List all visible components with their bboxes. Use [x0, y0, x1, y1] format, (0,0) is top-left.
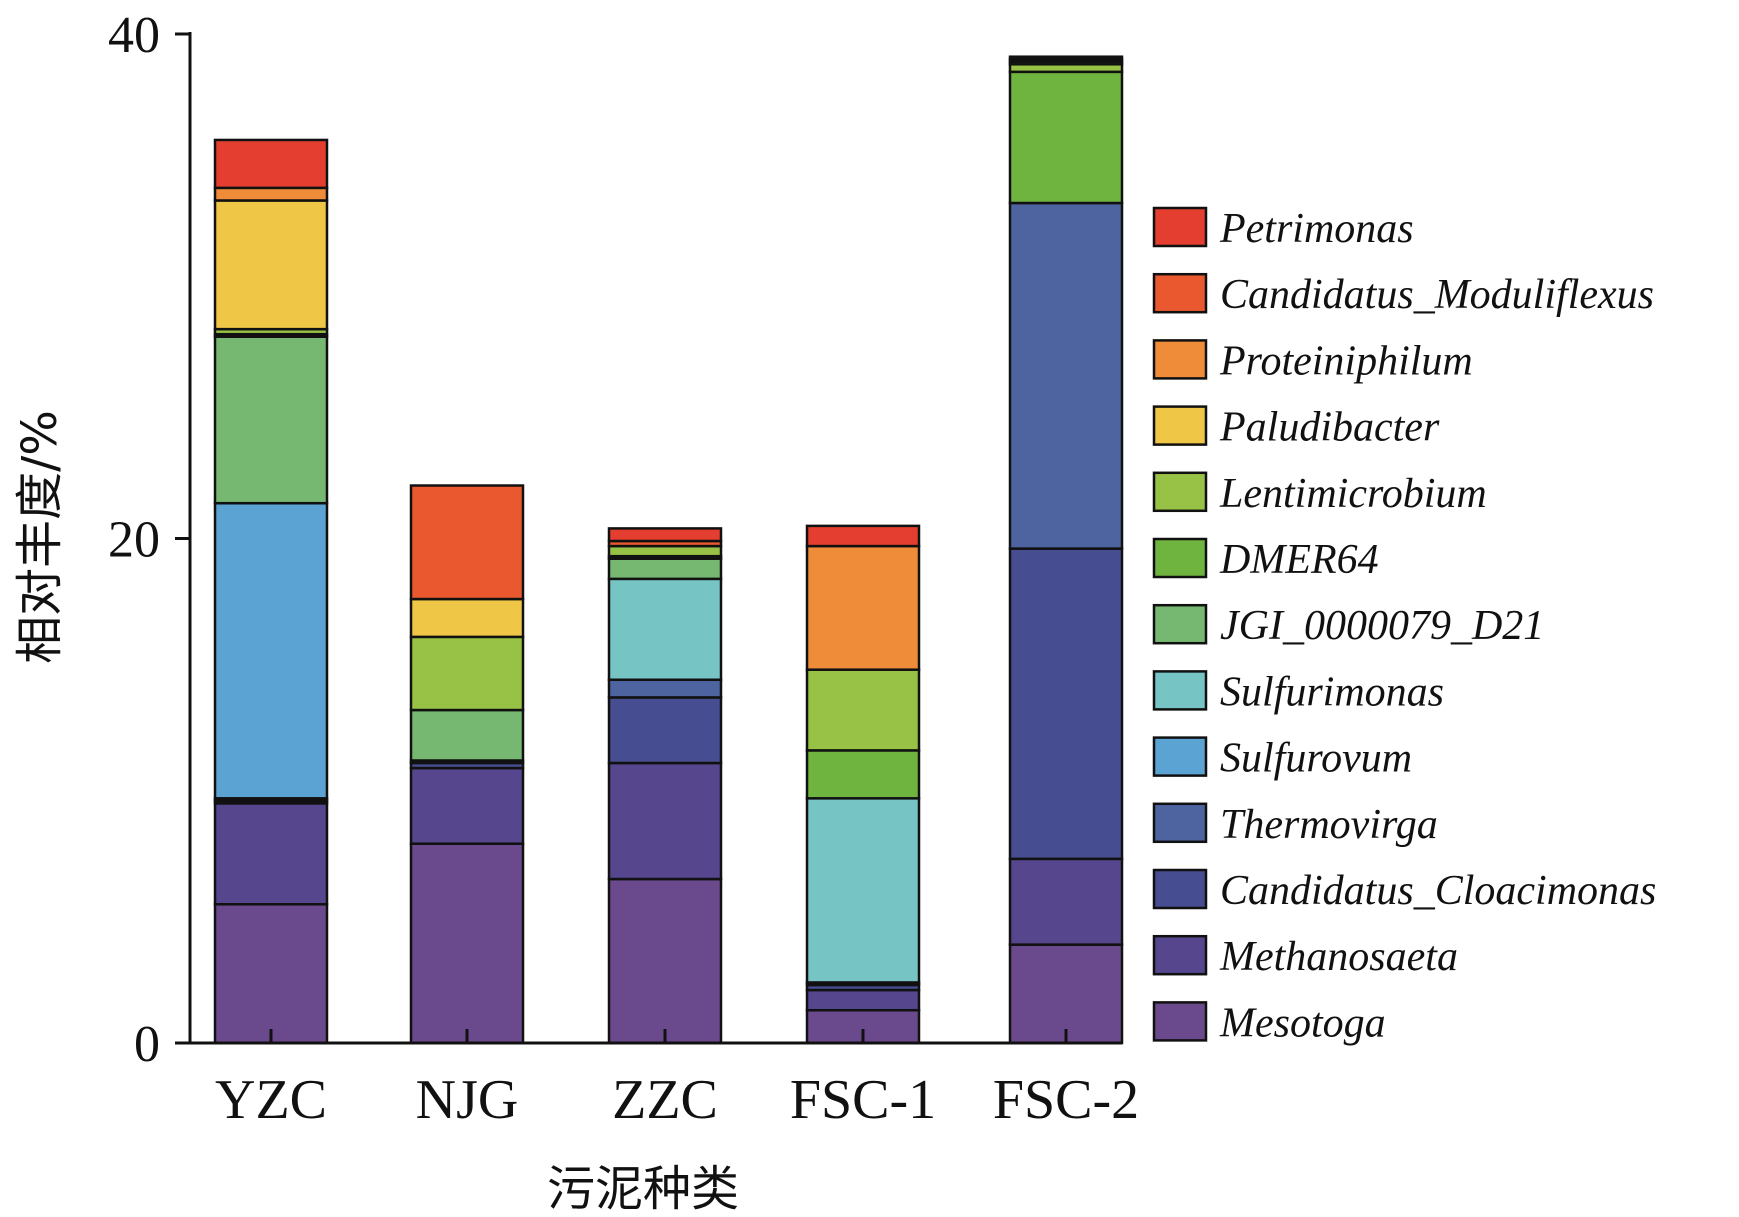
bar-segment-jgi-0000079-d21-yzc	[213, 335, 329, 505]
legend-label: Petrimonas	[1219, 206, 1414, 252]
y-tick-label: 0	[134, 1016, 160, 1073]
bar-segment-paludibacter-yzc	[213, 199, 329, 331]
legend-swatch	[1152, 736, 1208, 777]
bar-segment-paludibacter-njg	[409, 597, 525, 639]
bar-segment-mesotoga-njg	[409, 842, 525, 1045]
y-tick-label: 20	[108, 512, 160, 569]
bar-segment-sulfurimonas-zzc	[607, 577, 723, 682]
legend-label: Candidatus_Cloacimonas	[1220, 868, 1656, 914]
legend-label: Lentimicrobium	[1219, 471, 1487, 517]
bar-segment-proteiniphilum-fsc-1	[805, 544, 921, 671]
legend-label: Thermovirga	[1220, 802, 1438, 848]
bar-segment-mesotoga-yzc	[213, 903, 329, 1045]
legend-label: Sulfurimonas	[1220, 669, 1444, 715]
bar-segment-jgi-0000079-d21-zzc	[607, 557, 723, 581]
legend-swatch	[1152, 1001, 1208, 1042]
legend: Petrimonas Candidatus_Moduliflexus Protein…	[1152, 206, 1656, 1046]
legend-label: Proteiniphilum	[1219, 338, 1473, 384]
bar-segment-candidatus-cloacimonas-fsc-2	[1008, 547, 1124, 861]
legend-swatch	[1152, 802, 1208, 844]
legend-label: Candidatus_Moduliflexus	[1220, 272, 1654, 318]
legend-label: Paludibacter	[1219, 405, 1440, 451]
x-tick-label: ZZC	[612, 1069, 718, 1131]
bar-segment-petrimonas-zzc	[607, 527, 723, 543]
legend-label: Mesotoga	[1219, 1000, 1386, 1046]
bar-segment-lentimicrobium-zzc	[607, 544, 723, 558]
bar-segment-lentimicrobium-fsc-1	[805, 668, 921, 752]
bar-segment-sulfurovum-yzc	[213, 501, 329, 800]
bar-segment-methanosaeta-fsc-1	[805, 988, 921, 1012]
legend-label: JGI_0000079_D21	[1220, 603, 1544, 649]
bar-segment-mesotoga-fsc-2	[1008, 943, 1124, 1045]
y-tick-label: 40	[108, 7, 160, 64]
legend-swatch	[1152, 868, 1208, 910]
legend-label: Sulfurovum	[1220, 736, 1412, 782]
legend-swatch	[1152, 603, 1208, 645]
bar-segment-candidatus-moduliflexus-njg	[409, 484, 525, 601]
x-axis-title: 污泥种类	[547, 1161, 739, 1217]
bar-segment-candidatus-cloacimonas-zzc	[607, 696, 723, 765]
bar-segment-petrimonas-yzc	[213, 138, 329, 190]
legend-label: DMER64	[1219, 537, 1379, 583]
y-axis-title: 相对丰度/%	[12, 410, 68, 664]
bar-segment-dmer64-fsc-1	[805, 749, 921, 800]
legend-swatch	[1152, 339, 1208, 380]
x-tick-label: FSC-1	[790, 1069, 936, 1131]
legend-swatch	[1152, 272, 1208, 314]
bar-segment-thermovirga-zzc	[607, 678, 723, 699]
bar-segment-methanosaeta-zzc	[607, 761, 723, 881]
bar-segment-methanosaeta-yzc	[213, 802, 329, 906]
legend-swatch	[1152, 670, 1208, 711]
bar-segment-mesotoga-zzc	[607, 877, 723, 1045]
legend-swatch	[1152, 471, 1208, 513]
x-tick-label: NJG	[416, 1069, 519, 1131]
bar-segment-methanosaeta-fsc-2	[1008, 857, 1124, 946]
bar-segment-dmer64-fsc-2	[1008, 70, 1124, 205]
bar-segment-lentimicrobium-njg	[409, 635, 525, 712]
bar-segment-petrimonas-fsc-1	[805, 524, 921, 548]
x-tick-label: FSC-2	[993, 1069, 1139, 1131]
x-tick-labels: YZC NJG ZZC FSC-1 FSC-2	[215, 1069, 1139, 1131]
bar-segment-sulfurimonas-fsc-1	[805, 797, 921, 984]
x-tick-label: YZC	[215, 1069, 327, 1131]
bar-segment-proteiniphilum-yzc	[213, 186, 329, 202]
bar-segment-thermovirga-fsc-2	[1008, 201, 1124, 550]
legend-swatch	[1152, 206, 1208, 248]
legend-swatch	[1152, 405, 1208, 446]
bar-segment-jgi-0000079-d21-njg	[409, 708, 525, 762]
bar-segment-methanosaeta-njg	[409, 766, 525, 845]
legend-swatch	[1152, 934, 1208, 976]
bars-layer	[213, 55, 1124, 1045]
legend-label: Methanosaeta	[1219, 934, 1458, 980]
legend-swatch	[1152, 537, 1208, 579]
bar-segment-petrimonas-fsc-2	[1008, 55, 1124, 61]
y-ticks: 0 20 40	[108, 7, 190, 1073]
